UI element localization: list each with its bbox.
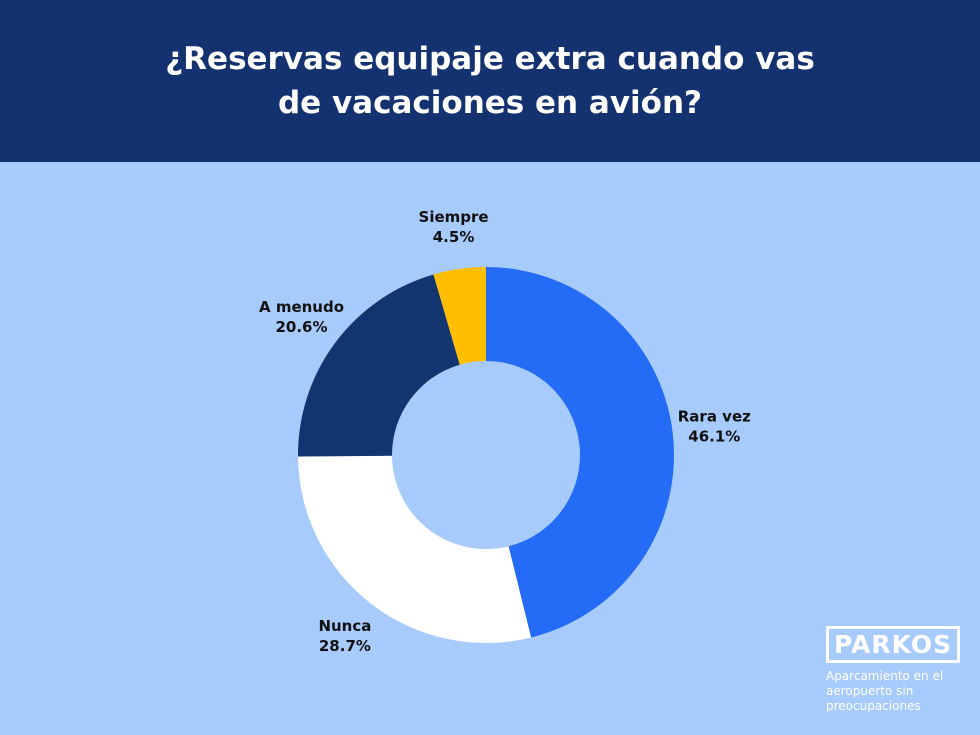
slice-label: Rara vez [678, 408, 751, 426]
slice-label: A menudo [259, 298, 344, 316]
slice-label: Nunca [318, 617, 371, 635]
slice-label: Siempre [419, 208, 489, 226]
slice-value-label: 28.7% [319, 637, 371, 655]
donut-slice [486, 267, 674, 638]
logo-tagline: Aparcamiento en el aeropuerto sin preocu… [826, 669, 944, 713]
logo: PARKOS Aparcamiento en el aeropuerto sin… [826, 626, 961, 714]
logo-name: PARKOS [826, 626, 961, 663]
slice-value-label: 20.6% [275, 318, 327, 336]
donut-slice [298, 274, 460, 457]
chart-title: ¿Reservas equipaje extra cuando vas de v… [165, 41, 815, 121]
slice-value-label: 46.1% [688, 428, 740, 446]
donut-slice [298, 455, 532, 643]
slice-value-label: 4.5% [433, 228, 475, 246]
header: ¿Reservas equipaje extra cuando vas de v… [0, 0, 980, 162]
donut-slice [433, 267, 486, 365]
